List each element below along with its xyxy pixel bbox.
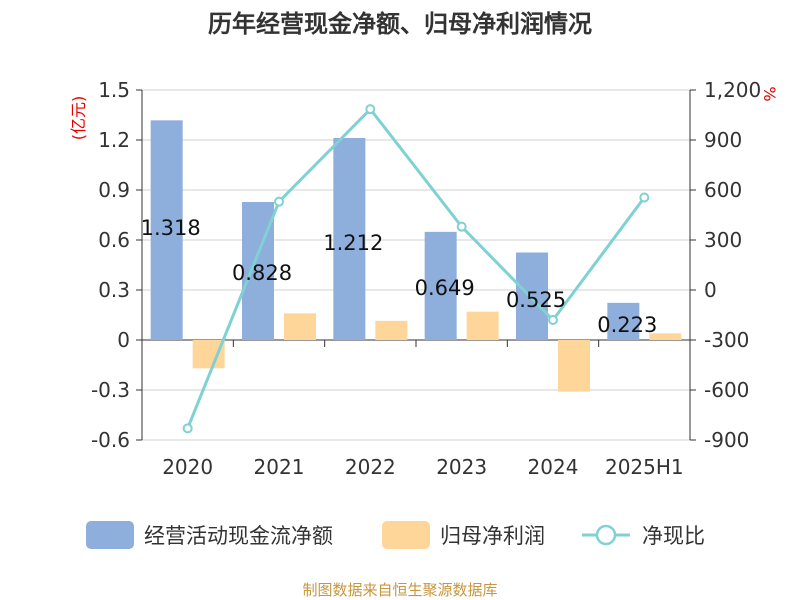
net-profit-bar <box>284 313 316 340</box>
axes: 1.5 1.2 0.9 0.6 0.3 0 -0.3 -0.6 1,200 900 600 300 0 -… <box>69 78 779 479</box>
right-tick-label: -300 <box>704 328 749 352</box>
net-profit-bar <box>192 340 225 369</box>
right-tick-label: -900 <box>704 428 749 452</box>
cashflow-data-label: 0.525 <box>506 288 566 312</box>
left-tick-label: -0.3 <box>91 378 130 402</box>
left-tick-label: -0.6 <box>91 428 130 452</box>
left-tick-label: 1.2 <box>98 128 130 152</box>
right-tick-label: 1,200 <box>704 78 761 102</box>
left-tick-label: 0.6 <box>98 228 130 252</box>
left-tick-label: 0.3 <box>98 278 130 302</box>
ratio-line <box>182 104 650 434</box>
x-category-label: 2022 <box>345 455 396 479</box>
net-profit-bar <box>466 311 499 340</box>
x-category-label: 2020 <box>162 455 213 479</box>
right-tick-label: 900 <box>704 128 742 152</box>
ratio-point <box>182 423 193 434</box>
left-tick-label: 1.5 <box>98 78 130 102</box>
right-tick-label: 300 <box>704 228 742 252</box>
left-axis-unit: (亿元) <box>69 96 88 141</box>
ratio-point <box>639 192 650 203</box>
cashflow-bar <box>333 138 366 340</box>
legend-label-cashflow: 经营活动现金流净额 <box>144 524 333 548</box>
cashflow-bar <box>424 231 457 340</box>
cashflow-bar <box>516 252 548 340</box>
ratio-point <box>548 315 558 325</box>
cashflow-data-label: 1.212 <box>323 231 383 255</box>
legend: 经营活动现金流净额 归母净利润 净现比 <box>86 521 705 549</box>
chart-title: 历年经营现金净额、归母净利润情况 <box>208 10 592 38</box>
data-labels: 1.318 0.828 1.212 0.649 0.525 0.223 <box>141 216 658 337</box>
net-profit-bar <box>375 320 408 340</box>
legend-marker-ratio <box>595 524 617 546</box>
cashflow-bar <box>607 302 640 340</box>
right-tick-label: 0 <box>704 278 717 302</box>
cashflow-bar <box>150 120 183 340</box>
ratio-line-path <box>186 106 646 429</box>
left-tick-label: 0.9 <box>98 178 130 202</box>
right-axis-unit: % <box>760 86 779 101</box>
left-tick-label: 0 <box>117 328 130 352</box>
legend-swatch-net-profit <box>382 521 430 549</box>
x-category-label: 2025H1 <box>605 455 684 479</box>
x-category-label: 2021 <box>254 455 305 479</box>
ratio-point <box>274 196 284 207</box>
cashflow-data-label: 0.649 <box>415 276 475 300</box>
right-tick-label: -600 <box>704 378 749 402</box>
net-profit-bar <box>649 333 682 340</box>
net-profit-bar <box>558 340 590 392</box>
source-note: 制图数据来自恒生聚源数据库 <box>302 581 497 599</box>
x-category-label: 2024 <box>528 455 579 479</box>
cashflow-data-label: 1.318 <box>141 216 201 240</box>
legend-label-net-profit: 归母净利润 <box>440 524 545 548</box>
grid-lines <box>142 89 690 441</box>
bars <box>150 120 682 392</box>
ratio-point <box>456 221 467 232</box>
cashflow-data-label: 0.828 <box>232 261 292 285</box>
x-category-label: 2023 <box>436 455 487 479</box>
right-tick-label: 600 <box>704 178 742 202</box>
legend-swatch-cashflow <box>86 521 134 549</box>
legend-label-ratio: 净现比 <box>642 524 705 548</box>
cashflow-data-label: 0.223 <box>597 313 657 337</box>
ratio-point <box>365 104 376 115</box>
